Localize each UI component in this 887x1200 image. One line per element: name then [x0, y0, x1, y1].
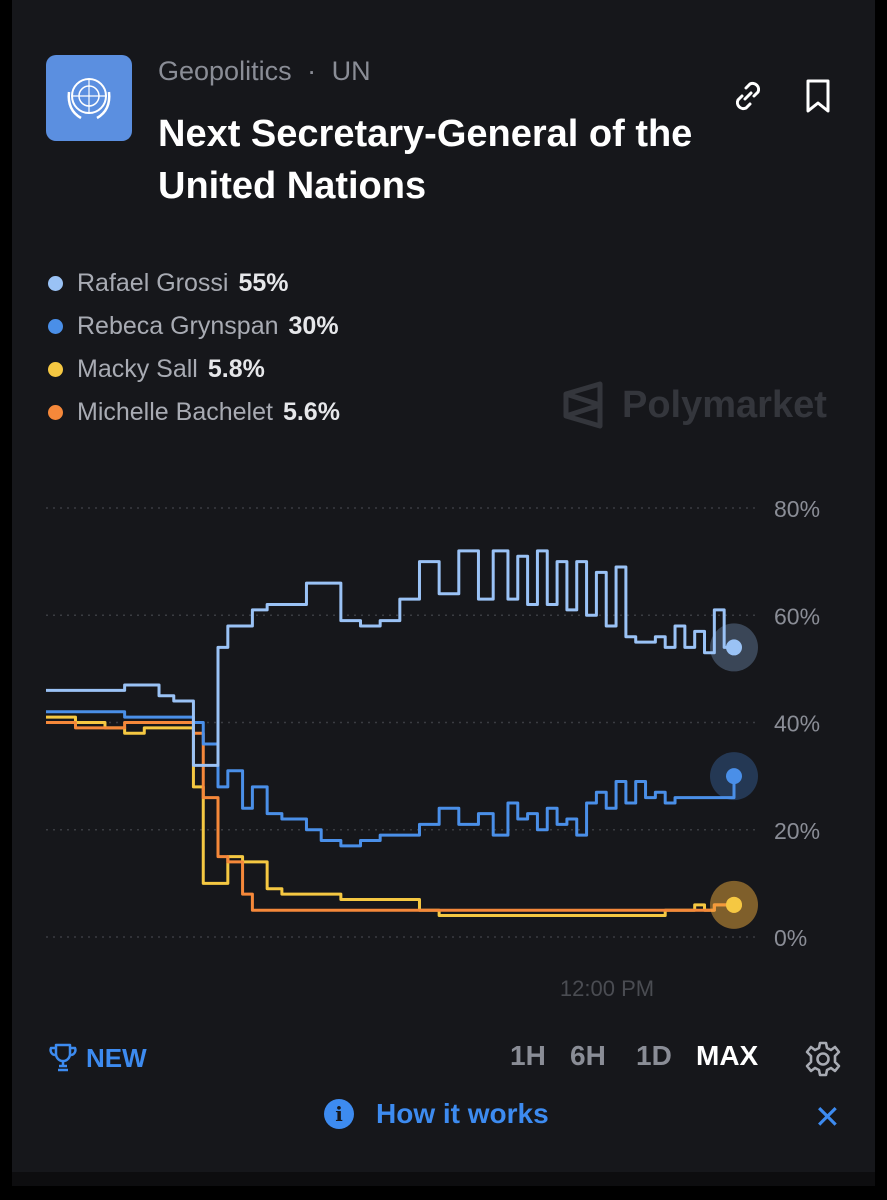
legend-dot: [48, 405, 63, 420]
new-label: NEW: [86, 1042, 147, 1073]
x-axis-label: 12:00 PM: [560, 976, 654, 1001]
range-max[interactable]: MAX: [696, 1040, 759, 1071]
how-it-works-link[interactable]: i How it works: [324, 1098, 549, 1130]
legend-value: 55%: [238, 269, 289, 297]
end-dot-grynspan: [726, 768, 742, 785]
y-tick-label: 0%: [774, 925, 807, 951]
close-icon[interactable]: ✕: [814, 1099, 841, 1135]
y-tick-label: 40%: [774, 711, 820, 737]
category-breadcrumb[interactable]: Geopolitics · UN: [158, 56, 371, 87]
legend-name: Rafael Grossi: [77, 269, 229, 297]
trophy-icon: [49, 1043, 77, 1072]
un-emblem-icon[interactable]: [46, 55, 132, 141]
legend-item-grossi[interactable]: Rafael Grossi 55%: [48, 262, 340, 305]
price-chart[interactable]: 80% 60% 40% 20% 0% 12:00 PM: [12, 480, 875, 1010]
legend-item-sall[interactable]: Macky Sall 5.8%: [48, 348, 340, 391]
gear-icon[interactable]: [804, 1040, 842, 1078]
legend-item-grynspan[interactable]: Rebeca Grynspan 30%: [48, 305, 340, 348]
y-tick-label: 80%: [774, 496, 820, 522]
y-tick-label: 20%: [774, 818, 820, 844]
end-dot-grossi: [726, 639, 742, 656]
new-button[interactable]: NEW: [48, 1042, 147, 1074]
legend: Rafael Grossi 55% Rebeca Grynspan 30% Ma…: [48, 262, 340, 434]
bookmark-icon[interactable]: [798, 76, 838, 116]
market-card: Geopolitics · UN Next Secretary-General …: [12, 0, 875, 1186]
series-line-grynspan: [46, 710, 736, 848]
y-tick-label: 60%: [774, 603, 820, 629]
series-line-bachelet: [46, 721, 734, 912]
market-title: Next Secretary-General of the United Nat…: [158, 113, 693, 207]
series-line-grossi: [46, 549, 734, 767]
range-1h[interactable]: 1H: [510, 1040, 546, 1071]
legend-value: 30%: [288, 312, 339, 340]
card-bottom-border: [12, 1172, 875, 1186]
info-icon: i: [324, 1099, 354, 1129]
legend-name: Rebeca Grynspan: [77, 312, 279, 340]
legend-dot: [48, 319, 63, 334]
legend-value: 5.6%: [282, 398, 340, 426]
end-dot-sall: [726, 896, 742, 913]
watermark-text: Polymarket: [622, 383, 827, 426]
how-it-works-label: How it works: [376, 1098, 549, 1129]
subcategory-label[interactable]: UN: [331, 56, 371, 86]
series-line-sall: [46, 715, 734, 918]
range-1d[interactable]: 1D: [636, 1040, 672, 1071]
polymarket-watermark: Polymarket: [560, 380, 827, 430]
link-icon[interactable]: [728, 76, 768, 116]
legend-value: 5.8%: [207, 355, 265, 383]
breadcrumb-separator: ·: [307, 56, 317, 86]
legend-name: Michelle Bachelet: [77, 398, 273, 426]
legend-item-bachelet[interactable]: Michelle Bachelet 5.6%: [48, 391, 340, 434]
legend-dot: [48, 276, 63, 291]
range-6h[interactable]: 6H: [570, 1040, 606, 1071]
legend-dot: [48, 362, 63, 377]
category-label[interactable]: Geopolitics: [158, 56, 292, 86]
polymarket-logo-icon: [563, 381, 603, 429]
legend-name: Macky Sall: [77, 355, 198, 383]
